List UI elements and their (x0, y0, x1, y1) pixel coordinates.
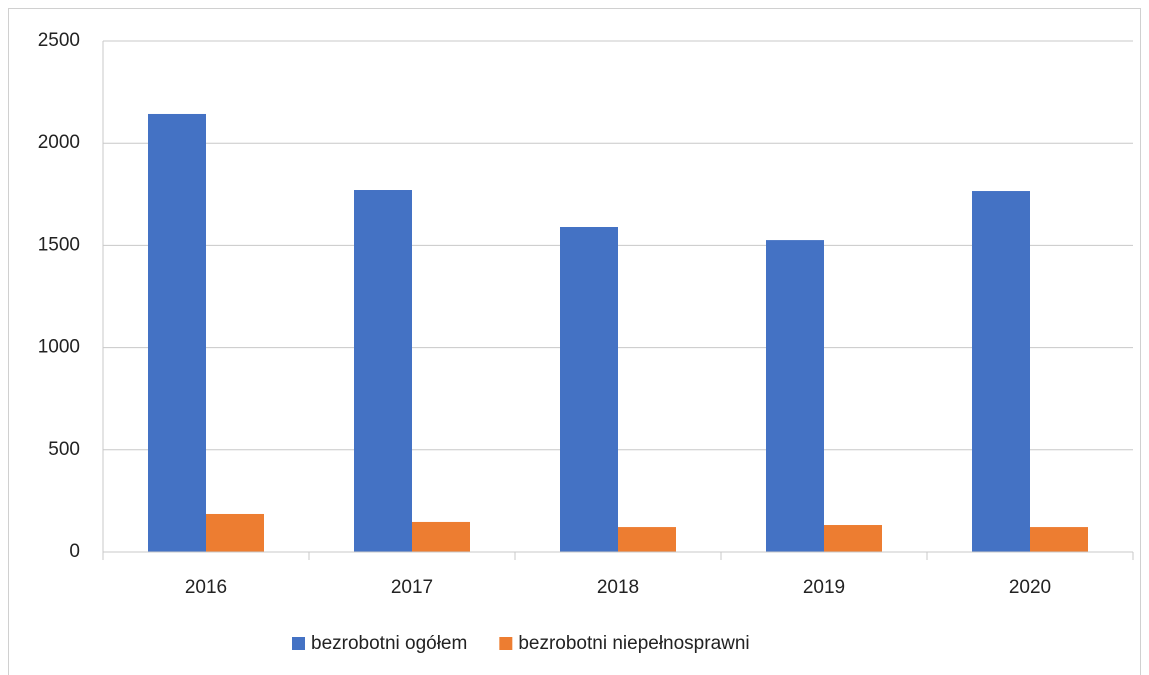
x-tick-label: 2019 (803, 577, 845, 598)
bar (618, 527, 676, 552)
bar (972, 191, 1030, 552)
chart-frame (8, 8, 1141, 675)
legend-swatch (499, 637, 513, 650)
y-tick-label: 0 (69, 541, 80, 562)
bar (766, 240, 824, 552)
bar (560, 227, 618, 552)
y-tick-label: 1500 (38, 234, 80, 255)
y-tick-label: 1000 (38, 337, 80, 358)
legend-label: bezrobotni ogółem (311, 633, 467, 654)
bar (354, 190, 412, 552)
bar (824, 525, 882, 552)
x-tick-label: 2018 (597, 577, 639, 598)
bar (148, 113, 206, 553)
y-tick-label: 2000 (38, 132, 80, 153)
bar (412, 521, 470, 552)
legend-swatch (292, 637, 305, 650)
y-tick-label: 500 (48, 439, 80, 460)
x-tick-label: 2017 (391, 577, 433, 598)
x-tick-label: 2016 (185, 577, 227, 598)
legend-label: bezrobotni niepełnosprawni (518, 633, 749, 654)
x-tick-label: 2020 (1009, 577, 1051, 598)
y-tick-label: 2500 (38, 30, 80, 51)
bar (1030, 527, 1088, 552)
bar (206, 513, 264, 552)
